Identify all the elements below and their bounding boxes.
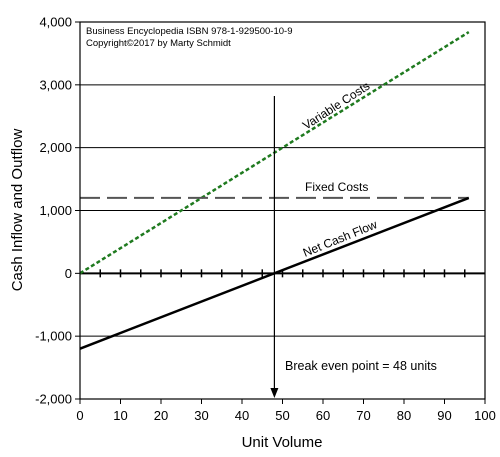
- net-cash-flow-label: Net Cash Flow: [301, 217, 380, 260]
- y-tick-label: 4,000: [39, 15, 72, 30]
- y-tick-label: -2,000: [35, 392, 72, 407]
- x-tick-label: 50: [275, 408, 289, 423]
- x-tick-label: 10: [113, 408, 127, 423]
- x-tick-label: 100: [474, 408, 496, 423]
- y-tick-label: -1,000: [35, 329, 72, 344]
- y-tick-label: 0: [65, 266, 72, 281]
- zero-axis-ticks: [99, 269, 466, 278]
- fixed-costs-label: Fixed Costs: [305, 180, 368, 194]
- copyright-line-2: Copyright©2017 by Marty Schmidt: [86, 38, 231, 49]
- x-tick-label: 40: [235, 408, 249, 423]
- x-tick-label: 0: [76, 408, 83, 423]
- copyright-line-1: Business Encyclopedia ISBN 978-1-929500-…: [86, 26, 293, 37]
- x-tick-label: 80: [397, 408, 411, 423]
- y-axis-title: Cash Inflow and Outflow: [9, 129, 26, 292]
- break-even-marker: [270, 96, 279, 398]
- variable-costs-label: Variable Costs: [300, 79, 372, 133]
- x-tick-label: 90: [437, 408, 451, 423]
- axis-ticks: -2,000 -1,000 0 1,000 2,000 3,000 4,000 0 10 20 30…: [35, 15, 496, 424]
- break-even-label: Break even point = 48 units: [285, 359, 437, 373]
- x-tick-label: 60: [316, 408, 330, 423]
- break-even-arrowhead: [270, 388, 279, 398]
- y-tick-label: 1,000: [39, 203, 72, 218]
- x-tick-label: 20: [154, 408, 168, 423]
- y-tick-label: 3,000: [39, 77, 72, 92]
- y-tick-label: 2,000: [39, 140, 72, 155]
- x-axis-title: Unit Volume: [242, 434, 323, 451]
- x-tick-label: 30: [194, 408, 208, 423]
- grid-lines: [80, 84, 485, 337]
- x-tick-label: 70: [356, 408, 370, 423]
